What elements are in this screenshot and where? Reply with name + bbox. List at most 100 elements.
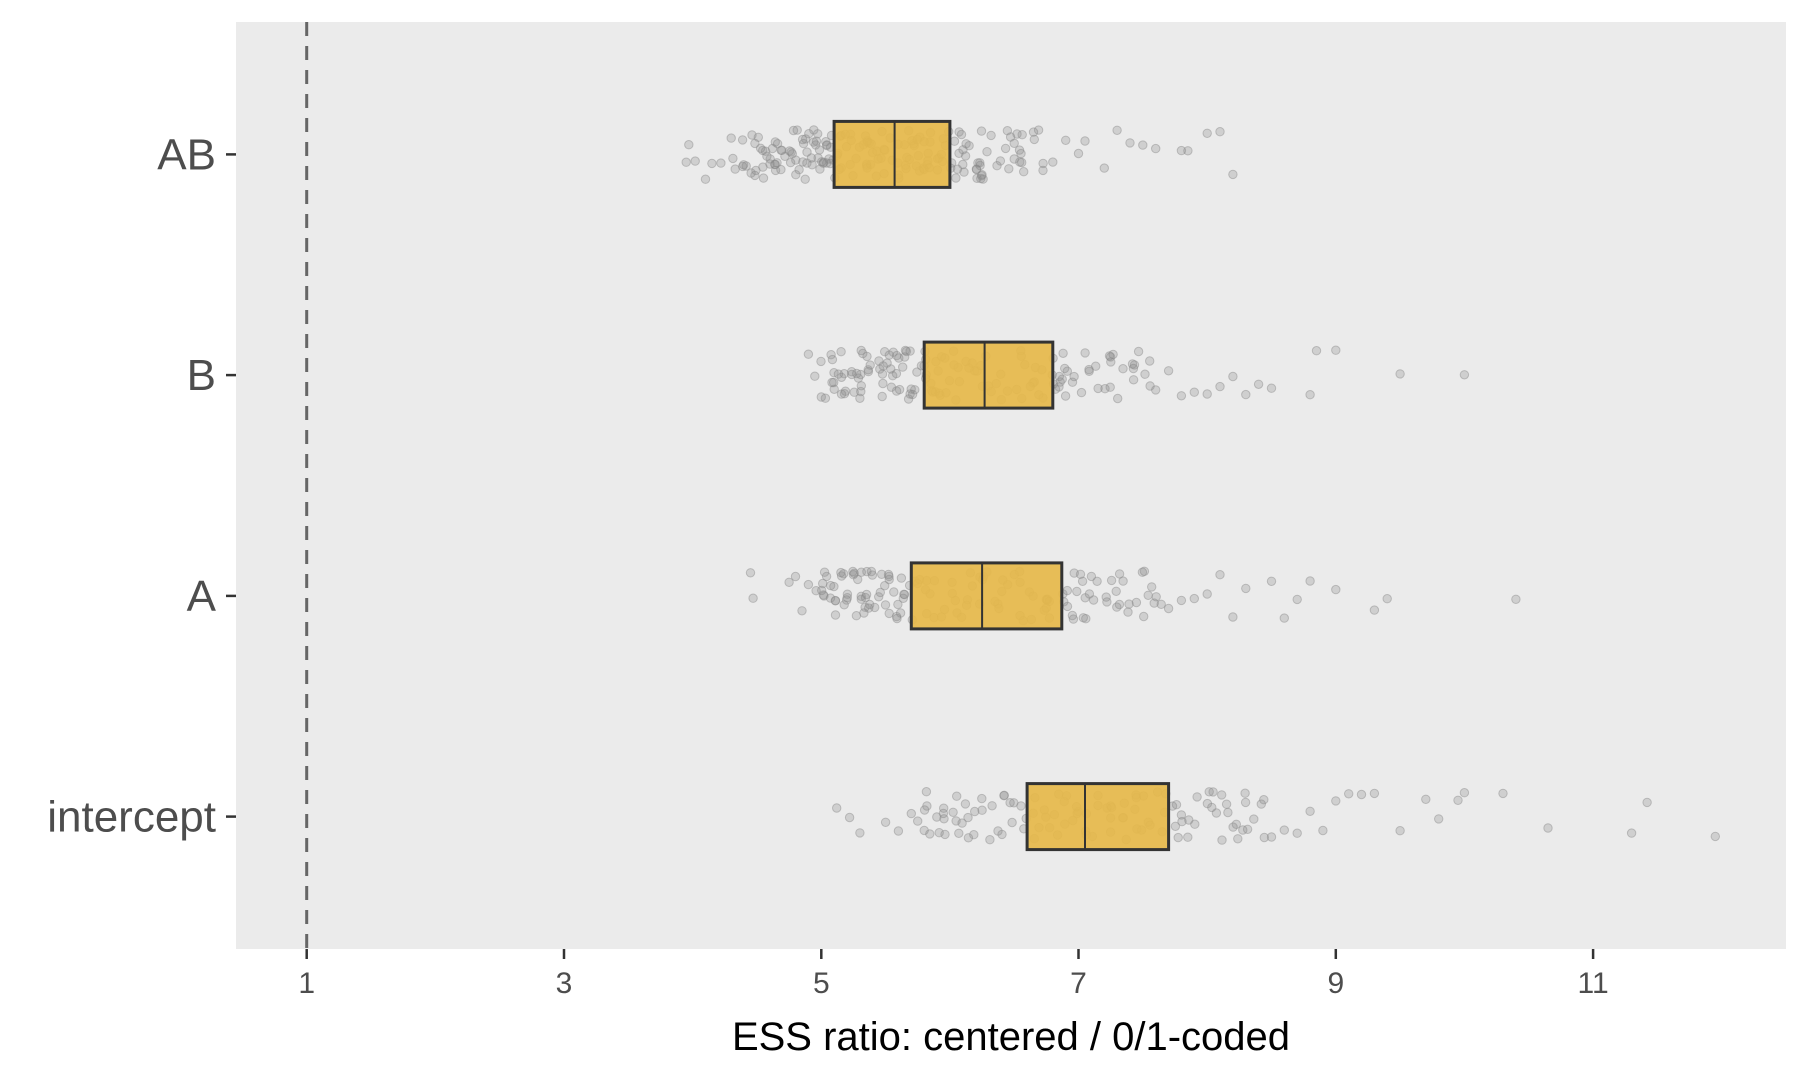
- data-point: [875, 587, 885, 598]
- panel-background: [236, 22, 1786, 949]
- data-point: [1183, 832, 1193, 842]
- data-point: [958, 159, 968, 170]
- data-point: [1170, 821, 1181, 831]
- data-point: [1067, 377, 1078, 387]
- data-point: [999, 791, 1009, 801]
- data-point: [1072, 586, 1082, 597]
- data-point: [1140, 369, 1150, 379]
- data-point: [849, 387, 859, 397]
- data-point: [765, 154, 775, 164]
- data-point: [894, 384, 905, 395]
- data-point: [1189, 593, 1200, 604]
- data-point: [1259, 795, 1269, 805]
- data-point: [1060, 363, 1070, 374]
- data-point: [681, 157, 691, 167]
- data-point: [863, 366, 874, 377]
- data-point: [822, 140, 832, 151]
- data-point: [1088, 595, 1099, 605]
- boxes-layer: [832, 119, 1171, 852]
- data-point: [969, 830, 979, 840]
- data-point: [760, 146, 771, 156]
- data-point: [1256, 799, 1267, 809]
- data-point: [905, 346, 915, 356]
- data-point: [888, 347, 898, 357]
- data-point: [794, 165, 804, 175]
- data-point: [1080, 136, 1090, 146]
- data-point: [1038, 165, 1048, 176]
- data-point: [971, 164, 982, 174]
- data-point: [884, 608, 894, 619]
- data-point: [1057, 374, 1067, 384]
- data-point: [1151, 592, 1161, 602]
- data-point: [830, 596, 841, 606]
- data-point: [932, 812, 942, 822]
- data-point: [1266, 832, 1277, 842]
- x-tick-label: 7: [1070, 967, 1087, 1000]
- data-point: [952, 164, 963, 174]
- data-point: [1062, 601, 1073, 612]
- data-point: [921, 787, 932, 797]
- data-point: [818, 158, 828, 168]
- data-point: [1171, 800, 1182, 810]
- data-point: [892, 613, 902, 624]
- data-point: [894, 353, 904, 363]
- data-point: [825, 593, 836, 603]
- data-point: [1017, 130, 1027, 140]
- data-point: [951, 816, 961, 826]
- data-point: [862, 566, 872, 577]
- data-point: [1069, 371, 1079, 382]
- data-point: [1143, 590, 1153, 600]
- data-point: [1092, 576, 1102, 586]
- data-point: [836, 567, 846, 578]
- data-point: [810, 371, 820, 381]
- data-point: [959, 167, 969, 177]
- data-point: [797, 134, 808, 145]
- data-point: [839, 600, 849, 610]
- data-point: [999, 790, 1009, 800]
- data-point: [1215, 127, 1225, 137]
- data-point: [961, 139, 971, 149]
- data-point: [973, 158, 983, 168]
- data-point: [836, 347, 846, 357]
- data-point: [1009, 138, 1019, 149]
- data-point: [977, 170, 987, 180]
- data-point: [956, 129, 967, 140]
- data-point: [963, 833, 974, 843]
- data-point: [847, 369, 857, 380]
- data-point: [1093, 383, 1103, 394]
- data-point: [826, 350, 836, 360]
- data-point: [751, 165, 761, 176]
- x-axis-title: ESS ratio: centered / 0/1-coded: [732, 1015, 1290, 1059]
- data-point: [993, 826, 1003, 836]
- data-point: [798, 138, 809, 149]
- data-point: [801, 134, 811, 144]
- data-point: [855, 369, 866, 380]
- data-point: [1208, 787, 1218, 797]
- data-point: [865, 360, 875, 370]
- data-point: [806, 153, 817, 163]
- data-point: [816, 392, 826, 402]
- data-point: [952, 791, 962, 801]
- data-point: [1710, 831, 1721, 842]
- data-point: [788, 125, 799, 136]
- data-point: [738, 160, 749, 170]
- data-point: [1151, 385, 1161, 395]
- data-point: [922, 801, 932, 811]
- data-point: [856, 567, 866, 577]
- data-point: [842, 593, 852, 603]
- data-point: [1005, 798, 1015, 808]
- data-point: [888, 371, 898, 381]
- data-point: [1202, 798, 1213, 809]
- data-point: [1356, 789, 1367, 800]
- data-point: [818, 578, 828, 589]
- data-point: [840, 386, 851, 396]
- data-point: [1048, 157, 1058, 167]
- data-point: [1215, 570, 1225, 580]
- data-point: [1498, 788, 1508, 799]
- data-point: [874, 356, 884, 366]
- data-point: [808, 137, 819, 147]
- data-point: [816, 356, 826, 367]
- data-point: [847, 367, 857, 377]
- x-tick-label: 1: [298, 967, 315, 1000]
